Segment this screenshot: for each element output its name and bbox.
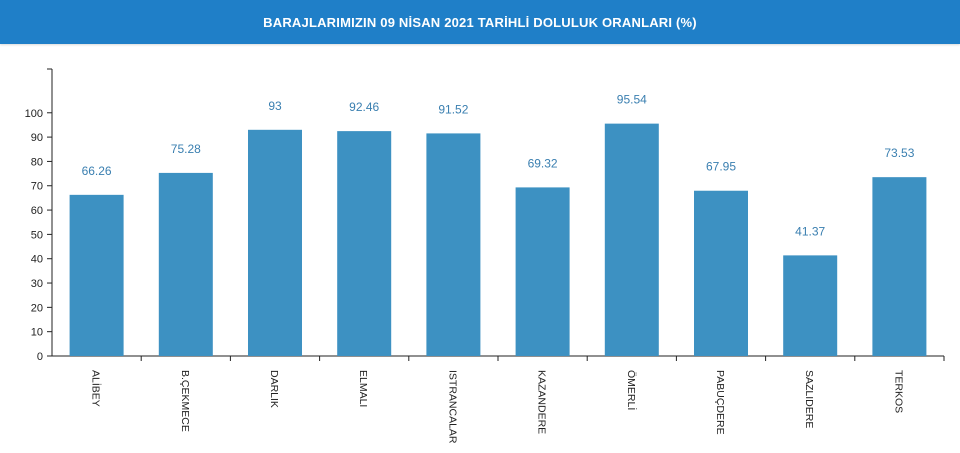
category-label: ALİBEY (90, 370, 103, 407)
bar-chart: 0 10 20 30 40 50 60 70 80 90 100 66.26 ALİBEY 75.28 B.… (25, 68, 945, 444)
category-label: KAZANDERE (536, 370, 548, 434)
y-tick-label: 60 (31, 205, 43, 217)
data-label: 95.54 (617, 93, 647, 107)
y-tick-label: 20 (31, 302, 43, 314)
bar (604, 123, 659, 356)
y-tick-label: 30 (31, 278, 43, 290)
y-tick-label: 40 (31, 254, 43, 266)
bar (872, 177, 927, 356)
y-tick-label: 100 (25, 108, 43, 120)
bar (515, 187, 570, 356)
bar (426, 133, 481, 356)
category-label: ELMALI (357, 370, 369, 407)
chart-title-bar: BARAJLARIMIZIN 09 NİSAN 2021 TARİHLİ DOL… (0, 0, 960, 44)
y-tick-label: 90 (31, 132, 43, 144)
category-label: DARLIK (268, 370, 280, 408)
category-label: PABUÇDERE (714, 370, 726, 435)
category-label: TERKOS (892, 370, 904, 413)
bar (783, 255, 838, 356)
y-tick-label: 50 (31, 229, 43, 241)
y-tick-label: 70 (31, 181, 43, 193)
bar (69, 194, 124, 356)
bar (694, 190, 748, 356)
y-tick-label: 10 (31, 327, 43, 339)
data-label: 41.37 (795, 224, 825, 238)
data-label: 66.26 (82, 164, 112, 178)
bar (158, 172, 213, 356)
category-label: ÖMERLİ (625, 370, 638, 410)
chart-title: BARAJLARIMIZIN 09 NİSAN 2021 TARİHLİ DOL… (263, 14, 697, 30)
data-label: 91.52 (438, 102, 468, 116)
data-label: 67.95 (706, 160, 736, 174)
data-label: 92.46 (349, 100, 379, 114)
data-label: 93 (268, 99, 282, 113)
category-label: ISTRANCALAR (446, 370, 458, 444)
y-tick-label: 0 (37, 351, 43, 363)
data-label: 75.28 (171, 142, 201, 156)
data-label: 73.53 (884, 146, 914, 160)
category-label: SAZLIDERE (803, 370, 815, 428)
bar (248, 129, 302, 356)
y-tick-label: 80 (31, 156, 43, 168)
bar (337, 131, 392, 356)
category-label: B.ÇEKMECE (179, 370, 191, 432)
data-label: 69.32 (528, 156, 558, 170)
